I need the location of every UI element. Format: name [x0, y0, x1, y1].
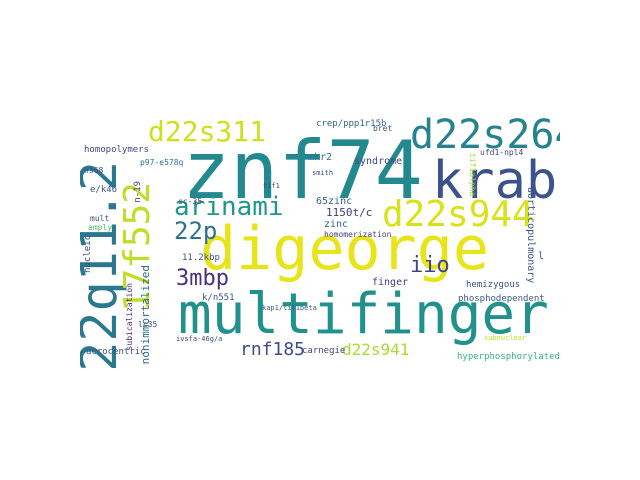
word-l: l — [538, 251, 545, 262]
word-lc35: lc35 — [138, 320, 158, 329]
word-rnf185: rnf185 — [240, 339, 306, 360]
word-subicalization: subicalization — [125, 283, 134, 351]
word-sc-35: sc-35 — [178, 197, 203, 206]
word-subnuclear: subnuclear — [484, 334, 527, 342]
word-mkr2: mkr2 — [308, 152, 333, 163]
word-hs68: hs68 — [84, 166, 104, 175]
word-bret: bret — [373, 124, 393, 133]
word-cloud: znf74 digeorge multifinger krab d22s264 … — [80, 105, 560, 375]
word-kap1-tif1beta: kap1/tif1beta — [262, 304, 317, 312]
word-arinami: arinami — [174, 192, 284, 222]
word-amply: amply — [88, 223, 113, 232]
word-crep-ppp1r15b: crep/ppp1r15b — [316, 119, 387, 129]
word-11-2kbp: 11.2kbp — [182, 253, 220, 263]
word-iio: iio — [410, 253, 450, 278]
word-multifinger: multifinger — [178, 282, 549, 347]
word-n-19: n-19 — [133, 181, 143, 203]
word-aorticopulmonary: aorticopulmonary — [525, 187, 536, 284]
word-d22s944: d22s944 — [382, 194, 534, 235]
word-nucleic: nucleic — [83, 235, 93, 273]
word-digeorge: digeorge — [200, 214, 489, 284]
word-22p: 22p — [174, 217, 218, 245]
word-phosphodependent: phosphodependent — [458, 294, 545, 304]
word-e-k46: e/k46 — [90, 185, 118, 195]
word-3mbp: 3mbp — [176, 266, 229, 291]
word-d22s941: d22s941 — [342, 340, 410, 359]
word-d22s311: d22s311 — [148, 115, 267, 148]
word-p97-e578q: p97-e578q — [140, 158, 184, 167]
word-ufd1-npl4: ufd1-npl4 — [480, 148, 524, 157]
word-homopolymers: homopolymers — [84, 145, 150, 155]
word-carnegie: carnegie — [302, 346, 346, 356]
word-finger: finger — [372, 277, 409, 288]
word-zinc: zinc — [324, 219, 349, 230]
word-ivsfa-46g-a: ivsfa-46g/a — [176, 335, 223, 343]
word-syndrome: syndrome — [354, 156, 403, 167]
word-krab: krab — [432, 151, 558, 211]
word-homomerization: homomerization — [324, 230, 392, 239]
word-65zinc: 65zinc — [316, 196, 353, 207]
word-mult: mult — [90, 214, 110, 223]
word-hyperphosphorylated: hyperphosphorylated — [457, 352, 560, 362]
word-d22s264: d22s264 — [410, 112, 560, 158]
word-tif1: tif1 — [263, 182, 280, 190]
word-1150t-c: 1150t/c — [326, 206, 373, 219]
word-tif1alpha: tif1alpha — [468, 153, 477, 197]
word-acrocentric: acrocentric — [86, 347, 146, 357]
word-znf74: znf74 — [182, 124, 423, 217]
word-hemizygous: hemizygous — [466, 280, 521, 290]
word-smith: smith — [312, 169, 334, 177]
word-k-n551: k/n551 — [202, 293, 235, 303]
